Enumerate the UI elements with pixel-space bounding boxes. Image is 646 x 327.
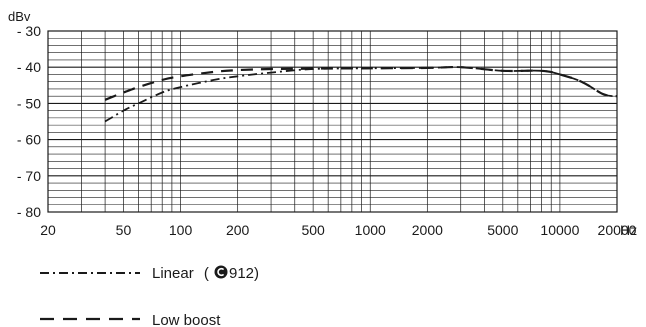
chart-series xyxy=(104,65,618,123)
legend-linear-label: Linear ( xyxy=(152,265,209,282)
y-tick-label: - 50 xyxy=(17,95,41,111)
x-tick-label: 200 xyxy=(226,222,250,238)
x-tick-label: 100 xyxy=(169,222,193,238)
x-tick-label: 2000 xyxy=(412,222,443,238)
y-tick-label: - 60 xyxy=(17,132,41,148)
y-tick-label: - 80 xyxy=(17,204,41,220)
series-line-linear xyxy=(104,66,618,123)
series-line-low-boost xyxy=(104,65,618,101)
chart-grid xyxy=(47,30,618,213)
x-tick-label: 5000 xyxy=(487,222,518,238)
y-tick-label: - 70 xyxy=(17,168,41,184)
legend-low-boost-label: Low boost xyxy=(152,312,221,327)
x-tick-label: 20000 xyxy=(598,222,637,238)
x-unit-label: Hz xyxy=(620,222,637,238)
x-tick-label: 500 xyxy=(301,222,325,238)
y-unit-label: dBv xyxy=(8,9,31,24)
legend: Linear ( 912) Low boost xyxy=(40,265,259,327)
x-tick-label: 10000 xyxy=(540,222,579,238)
x-tick-label: 1000 xyxy=(355,222,386,238)
chart-axes: 20 50 100 200 500 1000 2000 5000 10000 20000 - 30 -… xyxy=(17,23,637,238)
legend-copyright-icon xyxy=(214,265,228,279)
x-tick-label: 20 xyxy=(40,222,56,238)
x-tick-label: 50 xyxy=(116,222,132,238)
y-tick-label: - 40 xyxy=(17,59,41,75)
y-tick-label: - 30 xyxy=(17,23,41,39)
plot-border xyxy=(47,30,618,213)
legend-linear-number: 912) xyxy=(229,265,259,282)
